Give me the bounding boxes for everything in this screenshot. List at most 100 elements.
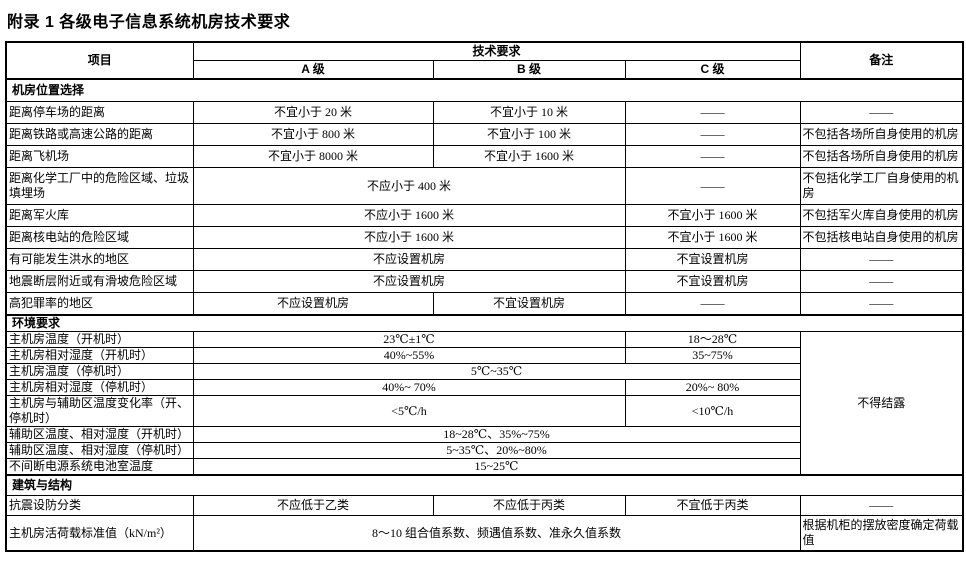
grade-ab-cell: 23℃±1℃ bbox=[192, 331, 626, 348]
grade-c-cell: —— bbox=[624, 167, 801, 205]
table-row: 距离军火库 不应小于 1600 米 不宜小于 1600 米 不包括军火库自身使用… bbox=[5, 204, 964, 227]
table-row: 距离核电站的危险区域 不应小于 1600 米 不宜小于 1600 米 不包括核电… bbox=[5, 226, 964, 249]
table-row: 地震断层附近或有滑坡危险区域 不应设置机房 不宜设置机房 —— bbox=[5, 270, 964, 293]
grade-c-cell: —— bbox=[624, 101, 801, 124]
item-cell: 主机房活荷载标准值（kN/m²） bbox=[5, 515, 194, 552]
grade-c-cell: 20%~ 80% bbox=[624, 379, 801, 396]
grade-c-cell: 不宜小于 1600 米 bbox=[624, 226, 801, 249]
grade-c-cell: 35~75% bbox=[624, 347, 801, 364]
item-cell: 抗震设防分类 bbox=[5, 495, 194, 516]
item-cell: 高犯罪率的地区 bbox=[5, 292, 194, 316]
item-cell: 距离核电站的危险区域 bbox=[5, 226, 194, 249]
remarks-cell: 不包括各场所自身使用的机房 bbox=[799, 145, 964, 168]
section-title-environment: 环境要求 bbox=[5, 314, 964, 332]
col-header-grade-b: B 级 bbox=[432, 60, 626, 80]
item-cell: 主机房温度（开机时） bbox=[5, 331, 194, 348]
grade-c-cell: 不宜设置机房 bbox=[624, 248, 801, 271]
item-cell: 距离停车场的距离 bbox=[5, 101, 194, 124]
item-cell: 辅助区温度、相对湿度（开机时） bbox=[5, 426, 194, 443]
table-row: 高犯罪率的地区 不应设置机房 不宜设置机房 —— —— bbox=[5, 292, 964, 316]
grade-c-cell: 不宜低于丙类 bbox=[624, 495, 801, 516]
section-row-environment: 环境要求 bbox=[5, 314, 964, 332]
section-row-building: 建筑与结构 bbox=[5, 474, 964, 496]
grade-abc-cell: 8～10 组合值系数、频遇值系数、准永久值系数 bbox=[192, 515, 801, 552]
grade-c-cell: —— bbox=[624, 145, 801, 168]
grade-b-cell: 不宜小于 10 米 bbox=[432, 101, 626, 124]
remarks-cell: 不包括各场所自身使用的机房 bbox=[799, 123, 964, 146]
table-row: 辅助区温度、相对湿度（停机时） 5~35℃、20%~80% bbox=[5, 442, 963, 459]
grade-ab-cell: 40%~55% bbox=[192, 347, 626, 364]
item-cell: 有可能发生洪水的地区 bbox=[5, 248, 194, 271]
remarks-cell: —— bbox=[799, 248, 964, 271]
grade-c-cell: —— bbox=[624, 292, 801, 316]
grade-c-cell: 不宜设置机房 bbox=[624, 270, 801, 293]
col-header-item: 项目 bbox=[5, 41, 194, 80]
grade-a-cell: 不应设置机房 bbox=[192, 292, 434, 316]
grade-a-cell: 不应低于乙类 bbox=[192, 495, 434, 516]
remarks-cell: 不包括军火库自身使用的机房 bbox=[799, 204, 964, 227]
section-environment: 环境要求 主机房温度（开机时） 23℃±1℃ 18～28℃ 不得结露 主机房相对… bbox=[5, 314, 964, 476]
grade-b-cell: 不宜小于 1600 米 bbox=[432, 145, 626, 168]
remarks-cell: 根据机柜的摆放密度确定荷载值 bbox=[799, 515, 964, 552]
grade-a-cell: 不宜小于 8000 米 bbox=[192, 145, 434, 168]
item-cell: 距离军火库 bbox=[5, 204, 194, 227]
table-row: 主机房相对湿度（开机时） 40%~55% 35~75% bbox=[5, 347, 963, 364]
section-location: 机房位置选择 距离停车场的距离 不宜小于 20 米 不宜小于 10 米 —— —… bbox=[5, 78, 964, 316]
grade-c-cell: —— bbox=[624, 123, 801, 146]
grade-ab-cell: 不应小于 400 米 bbox=[192, 167, 626, 205]
grade-ab-cell: 不应小于 1600 米 bbox=[192, 226, 626, 249]
remarks-cell: —— bbox=[799, 495, 964, 516]
grade-a-cell: 不宜小于 20 米 bbox=[192, 101, 434, 124]
section-building: 建筑与结构 抗震设防分类 不应低于乙类 不应低于丙类 不宜低于丙类 —— 主机房… bbox=[5, 474, 964, 552]
table-row: 主机房相对湿度（停机时） 40%~ 70% 20%~ 80% bbox=[5, 379, 963, 396]
grade-a-cell: 不宜小于 800 米 bbox=[192, 123, 434, 146]
table-row: 辅助区温度、相对湿度（开机时） 18~28℃、35%~75% bbox=[5, 426, 963, 443]
item-cell: 距离化学工厂中的危险区域、垃圾填埋场 bbox=[5, 167, 194, 205]
col-header-grade-a: A 级 bbox=[192, 60, 434, 80]
col-header-tech-requirements: 技术要求 bbox=[192, 41, 801, 61]
item-cell: 地震断层附近或有滑坡危险区域 bbox=[5, 270, 194, 293]
item-cell: 不间断电源系统电池室温度 bbox=[5, 458, 194, 476]
grade-abc-cell: 18~28℃、35%~75% bbox=[192, 426, 801, 443]
grade-c-cell: 不宜小于 1600 米 bbox=[624, 204, 801, 227]
table-row: 主机房活荷载标准值（kN/m²） 8～10 组合值系数、频遇值系数、准永久值系数… bbox=[5, 515, 964, 552]
grade-abc-cell: 5~35℃、20%~80% bbox=[192, 442, 801, 459]
grade-b-cell: 不宜小于 100 米 bbox=[432, 123, 626, 146]
table-row: 主机房温度（开机时） 23℃±1℃ 18～28℃ 不得结露 bbox=[5, 331, 964, 476]
table-row: 距离飞机场 不宜小于 8000 米 不宜小于 1600 米 —— 不包括各场所自… bbox=[5, 145, 964, 168]
grade-c-cell: <10℃/h bbox=[624, 395, 801, 427]
requirements-table: 项目 技术要求 备注 A 级 B 级 C 级 机房位置选择 距离停车场的距离 不… bbox=[5, 41, 964, 552]
remarks-cell: —— bbox=[799, 101, 964, 124]
remarks-cell: 不包括化学工厂自身使用的机房 bbox=[799, 167, 964, 205]
grade-ab-cell: 40%~ 70% bbox=[192, 379, 626, 396]
grade-c-cell: 18～28℃ bbox=[624, 331, 801, 348]
section-row-location: 机房位置选择 bbox=[5, 78, 964, 102]
table-row: 距离停车场的距离 不宜小于 20 米 不宜小于 10 米 —— —— bbox=[5, 101, 964, 124]
remarks-cell: 不包括核电站自身使用的机房 bbox=[799, 226, 964, 249]
grade-ab-cell: 不应设置机房 bbox=[192, 270, 626, 293]
grade-ab-cell: <5℃/h bbox=[192, 395, 626, 427]
grade-b-cell: 不宜设置机房 bbox=[432, 292, 626, 316]
header-row-1: 项目 技术要求 备注 bbox=[5, 41, 964, 80]
table-row: 距离化学工厂中的危险区域、垃圾填埋场 不应小于 400 米 —— 不包括化学工厂… bbox=[5, 167, 964, 205]
table-header: 项目 技术要求 备注 A 级 B 级 C 级 bbox=[5, 41, 964, 80]
grade-ab-cell: 不应小于 1600 米 bbox=[192, 204, 626, 227]
remarks-cell: —— bbox=[799, 270, 964, 293]
grade-abc-cell: 15~25℃ bbox=[192, 458, 801, 476]
item-cell: 辅助区温度、相对湿度（停机时） bbox=[5, 442, 194, 459]
col-header-remarks: 备注 bbox=[799, 41, 964, 80]
grade-abc-cell: 5℃~35℃ bbox=[192, 363, 801, 380]
page-title: 附录 1 各级电子信息系统机房技术要求 bbox=[7, 14, 291, 31]
table-row: 距离铁路或高速公路的距离 不宜小于 800 米 不宜小于 100 米 —— 不包… bbox=[5, 123, 964, 146]
remarks-cell-no-condensation: 不得结露 bbox=[799, 331, 964, 476]
table-row: 有可能发生洪水的地区 不应设置机房 不宜设置机房 —— bbox=[5, 248, 964, 271]
section-title-location: 机房位置选择 bbox=[5, 78, 964, 102]
item-cell: 距离铁路或高速公路的距离 bbox=[5, 123, 194, 146]
item-cell: 距离飞机场 bbox=[5, 145, 194, 168]
grade-b-cell: 不应低于丙类 bbox=[432, 495, 626, 516]
item-cell: 主机房相对湿度（停机时） bbox=[5, 379, 194, 396]
table-row: 抗震设防分类 不应低于乙类 不应低于丙类 不宜低于丙类 —— bbox=[5, 495, 964, 516]
col-header-grade-c: C 级 bbox=[624, 60, 801, 80]
grade-ab-cell: 不应设置机房 bbox=[192, 248, 626, 271]
section-title-building: 建筑与结构 bbox=[5, 474, 964, 496]
